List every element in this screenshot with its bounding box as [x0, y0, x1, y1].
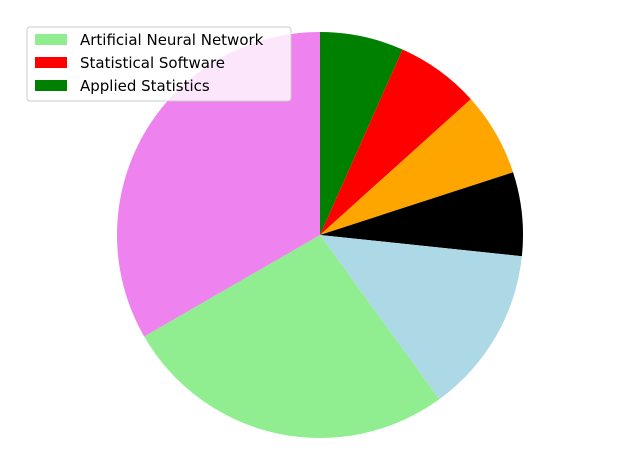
pie-slice-1: [320, 49, 471, 235]
pie-slice-2: [320, 99, 514, 235]
legend-frame: [26, 26, 292, 102]
pie-slice-0: [320, 32, 403, 235]
legend-swatch-0: [35, 34, 67, 45]
legend-label-2: Applied Statistics: [80, 77, 210, 95]
pie-slice-4: [320, 235, 522, 400]
pie-slice-6: [116, 32, 320, 337]
pie-slices: [116, 32, 523, 438]
pie-slice-3: [320, 172, 523, 257]
legend-label-0: Artificial Neural Network: [80, 31, 264, 49]
legend-swatch-2: [35, 80, 67, 91]
legend-swatch-1: [35, 57, 67, 68]
pie-slice-5: [144, 235, 440, 438]
legend: Artificial Neural Network Statistical Sof…: [26, 26, 292, 102]
legend-label-1: Statistical Software: [80, 54, 225, 72]
